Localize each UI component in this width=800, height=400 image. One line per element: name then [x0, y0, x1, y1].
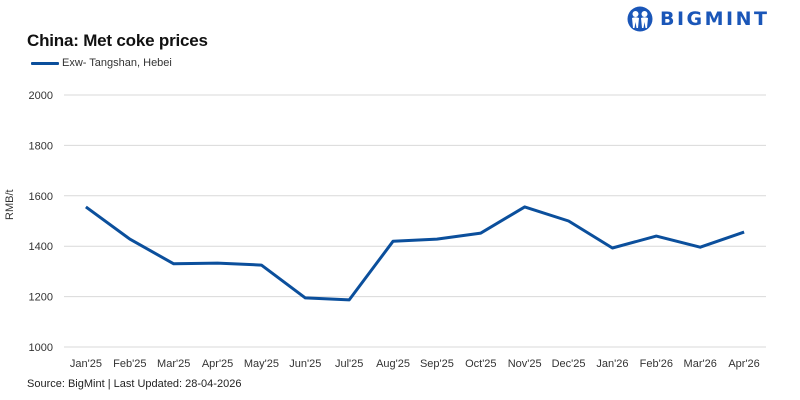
legend-swatch-line — [31, 61, 59, 65]
x-tick-label: Aug'25 — [376, 358, 410, 370]
x-tick-label: Feb'25 — [113, 358, 146, 370]
y-tick-label: 1800 — [29, 140, 53, 152]
x-tick-label: Nov'25 — [508, 358, 542, 370]
x-tick-label: Apr'26 — [728, 358, 759, 370]
x-tick-label: Apr'25 — [202, 358, 233, 370]
y-tick-label: 1200 — [29, 292, 53, 304]
x-tick-label: May'25 — [244, 358, 279, 370]
x-tick-label: Jul'25 — [335, 358, 363, 370]
bigmint-people-icon — [627, 6, 653, 32]
y-tick-label: 1600 — [29, 191, 53, 203]
x-axis-ticks: Jan'25 Feb'25 Mar'25 Apr'25 May'25 Jun'25 Jul'… — [70, 358, 760, 370]
x-tick-label: Oct'25 — [465, 358, 496, 370]
chart-title: China: Met coke prices — [27, 31, 208, 50]
series-line — [85, 205, 745, 302]
x-tick-label: Dec'25 — [552, 358, 586, 370]
legend-label: Exw- Tangshan, Hebei — [62, 57, 172, 69]
x-tick-label: Mar'26 — [684, 358, 717, 370]
x-tick-label: Feb'26 — [640, 358, 673, 370]
logo-wordmark: BIGMINT — [660, 8, 770, 30]
y-axis-ticks: 1000 1200 1400 1600 1800 2000 — [29, 90, 53, 354]
legend: Exw- Tangshan, Hebei — [31, 57, 172, 69]
x-tick-label: Jan'25 — [70, 358, 102, 370]
source-note: Source: BigMint | Last Updated: 28-04-20… — [27, 378, 242, 390]
x-tick-label: Jun'25 — [289, 358, 321, 370]
y-tick-label: 1400 — [29, 241, 53, 253]
x-tick-label: Jan'26 — [596, 358, 628, 370]
x-tick-label: Mar'25 — [157, 358, 190, 370]
y-tick-label: 2000 — [29, 90, 53, 102]
series-lines — [85, 205, 745, 302]
y-tick-label: 1000 — [29, 342, 53, 354]
bigmint-logo: BIGMINT — [626, 6, 770, 32]
gridlines — [64, 94, 766, 348]
x-tick-label: Sep'25 — [420, 358, 454, 370]
